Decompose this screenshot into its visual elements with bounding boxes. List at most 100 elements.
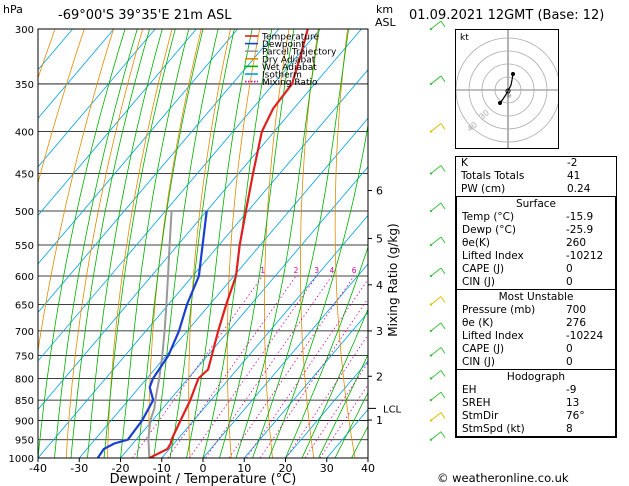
mu-row: Lifted Index -10224	[462, 330, 604, 342]
isotherm	[38, 29, 73, 71]
surface-row: CIN (J) 0	[462, 276, 573, 288]
km-tick-label: 6	[376, 184, 383, 197]
storm-motion-marker	[505, 88, 511, 94]
legend-label: Isotherm	[262, 71, 302, 81]
pressure-tick-label: 800	[15, 374, 34, 385]
pressure-tick-label: 850	[15, 396, 34, 407]
temp-tick-label: -40	[29, 462, 47, 475]
temp-tick-label: 40	[361, 462, 375, 475]
wind-barb-base	[429, 172, 433, 175]
wind-barb	[430, 370, 442, 379]
dry-adiabat	[38, 29, 114, 354]
dry-adiabat	[334, 29, 356, 458]
wet-adiabat	[219, 29, 295, 458]
mixing-ratio-axis-label: Mixing Ratio (g/kg)	[386, 223, 400, 336]
index-row: K -2	[461, 157, 578, 169]
mu-row: CIN (J) 0	[462, 356, 573, 368]
surface-row: Lifted Index -10212	[462, 250, 604, 262]
wet-adiabat	[136, 29, 204, 458]
legend-label: Wet Adiabat	[262, 63, 317, 73]
km-label: km	[376, 3, 393, 16]
hodograph-table-title: Hodograph	[506, 371, 566, 383]
pressure-tick-label: 950	[15, 436, 34, 447]
mu-row: θe (K) 276	[462, 317, 587, 329]
surface-row: CAPE (J) 0	[462, 263, 573, 275]
wet-adiabat	[252, 29, 349, 458]
km-tick-label: 5	[376, 232, 383, 245]
wind-barb	[430, 412, 442, 421]
wind-barb-base	[429, 209, 433, 213]
temp-tick-label: 0	[200, 462, 207, 475]
wind-barb-base	[429, 243, 433, 247]
hodo-row: StmSpd (kt) 8	[462, 423, 573, 435]
wind-barb-base	[429, 303, 433, 306]
mixing-ratio-label: 8	[368, 266, 373, 275]
index-row: Totals Totals 41	[461, 170, 581, 182]
mixing-ratio-line	[285, 334, 368, 458]
wind-barb	[430, 267, 442, 277]
km-tick-label: 2	[376, 370, 383, 383]
wind-barb-flag	[440, 20, 446, 28]
isotherm	[38, 29, 156, 168]
pressure-tick-label: 650	[15, 301, 34, 312]
wet-adiabat	[153, 29, 219, 458]
mixing-ratio-label: 6	[352, 266, 357, 275]
legend-label: Mixing Ratio	[262, 78, 318, 88]
isotherm	[161, 214, 368, 458]
isotherm	[120, 166, 368, 458]
wet-adiabat	[318, 353, 368, 458]
hodograph: kt 40 30 ⊕	[455, 29, 559, 149]
wind-barb-base	[429, 438, 433, 441]
hodograph-unit: kt	[460, 33, 469, 43]
wet-adiabat	[334, 391, 368, 458]
wind-barb-flag	[440, 431, 446, 439]
wind-barb	[430, 236, 442, 246]
mixing-ratio-label: 2	[294, 266, 299, 275]
mixing-ratio-line	[304, 361, 368, 458]
mixing-ratio-label: 1	[260, 266, 265, 275]
station-title: -69°00'S 39°35'E 21m ASL	[58, 8, 232, 23]
temp-tick-label: -30	[70, 462, 88, 475]
wind-barb	[430, 202, 442, 212]
wind-barb	[430, 75, 442, 85]
temp-tick-label: 30	[320, 462, 334, 475]
wind-barb	[430, 20, 442, 30]
surface-title: Surface	[515, 198, 556, 210]
wet-adiabat	[87, 29, 163, 458]
mixing-ratio-label: 4	[329, 266, 334, 275]
hodo-row: StmDir 76°	[462, 410, 585, 422]
legend-label: Dry Adiabat	[262, 55, 316, 65]
wind-barb-base	[429, 354, 433, 357]
wind-barb-base	[429, 274, 433, 278]
km-tick-label: 3	[376, 325, 383, 338]
legend-label: Parcel Trajectory	[262, 48, 337, 58]
wind-barb-flag	[440, 347, 446, 354]
hodograph-trace	[499, 73, 514, 104]
wet-adiabat	[285, 245, 368, 458]
wind-barb	[430, 347, 442, 356]
dewpoint-line	[96, 210, 208, 458]
wind-barb-base	[429, 377, 433, 380]
surface-section: Surface Temp (°C) -15.9 Dewp (°C) -25.9 θe…	[456, 196, 616, 290]
pressure-tick-label: 750	[15, 351, 34, 362]
mixing-ratio-label: 3	[314, 266, 319, 275]
dry-adiabat	[65, 29, 144, 458]
most-unstable-title: Most Unstable	[498, 291, 574, 303]
hodograph-point	[511, 72, 515, 76]
wind-barb-flag	[440, 267, 446, 275]
wind-barb	[430, 296, 442, 305]
pressure-tick-label: 900	[15, 416, 34, 427]
wet-adiabat	[70, 29, 150, 458]
dry-adiabat	[299, 29, 319, 458]
date-title: 01.09.2021 12GMT (Base: 12)	[409, 8, 605, 23]
km-tick-label: 1	[376, 414, 383, 427]
wet-adiabat	[202, 29, 273, 458]
isotherm	[38, 29, 238, 265]
mixing-ratio-line	[205, 275, 333, 458]
wind-barb-base	[429, 419, 433, 422]
mixing-ratio-label: 20	[421, 266, 431, 275]
wind-barb-flag	[440, 236, 446, 244]
hodo-row: SREH 13	[462, 397, 580, 409]
wind-barb-flag	[440, 202, 446, 210]
pressure-tick-label: 700	[15, 327, 34, 338]
